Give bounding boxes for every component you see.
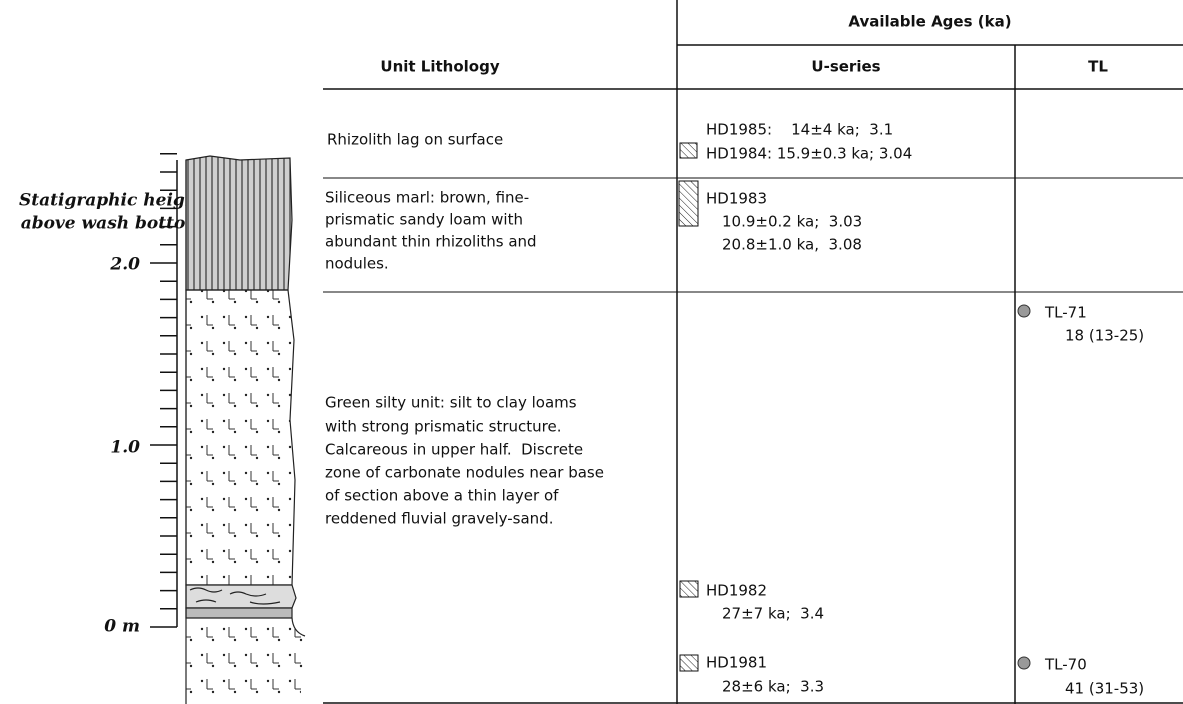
tl-symbol	[1017, 304, 1031, 318]
sample-text: 27±7 ka; 3.4	[722, 605, 824, 623]
lithology-text: reddened fluvial gravely-sand.	[325, 510, 553, 528]
lithology-text: zone of carbonate nodules near base	[325, 464, 604, 482]
sample-symbol	[678, 180, 699, 227]
sample-symbol	[679, 654, 699, 672]
strat-column	[185, 155, 306, 704]
tl-text: TL-70	[1044, 656, 1087, 674]
sample-text: 28±6 ka; 3.3	[722, 678, 824, 696]
sample-text: 10.9±0.2 ka; 3.03	[722, 213, 862, 231]
sample-symbol	[679, 580, 699, 598]
tl-text: 41 (31-53)	[1065, 680, 1144, 698]
sample-text: HD1983	[706, 190, 767, 208]
column-header: TL	[1088, 58, 1108, 76]
lithology-text: Siliceous marl: brown, fine-	[325, 189, 529, 207]
sample-text: 20.8±1.0 ka, 3.08	[722, 236, 862, 254]
axis-title: above wash bottom	[21, 214, 204, 234]
lithology-text: Rhizolith lag on surface	[327, 131, 503, 149]
lithology-text: with strong prismatic structure.	[325, 418, 561, 436]
group-header: Available Ages (ka)	[848, 13, 1011, 31]
tl-symbol	[1017, 656, 1031, 670]
sample-text: HD1982	[706, 582, 767, 600]
lithology-text: nodules.	[325, 255, 389, 273]
lithology-text: abundant thin rhizoliths and	[325, 233, 537, 251]
lithology-text: Green silty unit: silt to clay loams	[325, 394, 577, 412]
sample-text: HD1985: 14±4 ka; 3.1	[706, 121, 893, 139]
lithology-text: Calcareous in upper half. Discrete	[325, 441, 583, 459]
axis-label: 0 m	[104, 617, 140, 637]
lithology-text: of section above a thin layer of	[325, 487, 559, 505]
sample-symbol	[679, 142, 698, 159]
tl-text: 18 (13-25)	[1065, 327, 1144, 345]
sample-text: HD1984: 15.9±0.3 ka; 3.04	[706, 145, 912, 163]
lithology-text: prismatic sandy loam with	[325, 211, 523, 229]
axis-ticks	[150, 153, 178, 628]
sample-text: HD1981	[706, 654, 767, 672]
axis-label: 2.0	[109, 255, 140, 275]
column-header: Unit Lithology	[380, 58, 499, 76]
table-rules	[323, 0, 1183, 704]
axis-label: 1.0	[110, 438, 140, 458]
axis-title: Statigraphic height	[19, 191, 205, 211]
column-header: U-series	[811, 58, 880, 76]
tl-text: TL-71	[1044, 304, 1087, 322]
